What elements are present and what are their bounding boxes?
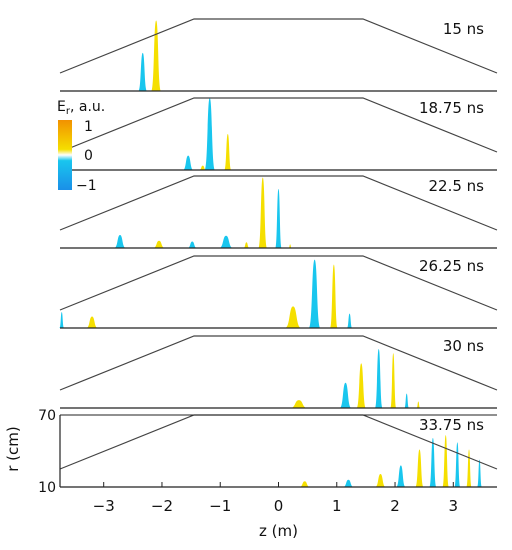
time-label: 18.75 ns <box>419 99 484 117</box>
field-lobe-positive <box>466 449 472 487</box>
field-lobe-positive <box>224 134 232 170</box>
field-lobe-positive <box>415 449 424 487</box>
field-lobe-negative <box>138 52 148 91</box>
field-lobe-negative <box>339 382 352 408</box>
waveguide-wall <box>59 335 498 391</box>
field-lobe-positive <box>288 244 292 248</box>
field-lobe-negative <box>454 442 461 487</box>
field-lobe-positive <box>199 165 207 170</box>
field-lobe-positive <box>153 240 165 248</box>
time-label: 26.25 ns <box>419 257 484 275</box>
x-tick-label: 0 <box>274 497 284 515</box>
y-axis-label: r (cm) <box>4 426 22 472</box>
field-lobe-positive <box>243 242 250 248</box>
colorbar-tick-max: 1 <box>84 119 93 135</box>
colorbar-tick-mid: 0 <box>84 148 93 164</box>
x-axis-label: z (m) <box>259 522 298 540</box>
axes: 10 70 r (cm) −3 −2 −1 0 1 2 3 z (m) <box>4 408 497 540</box>
panel-1: 15 ns <box>59 18 498 92</box>
x-tick-label: −2 <box>151 497 173 515</box>
x-tick-label: 3 <box>449 497 459 515</box>
y-tick-label: 70 <box>38 408 56 424</box>
field-lobe-negative <box>114 235 126 248</box>
panel-3: 22.5 ns <box>59 175 498 249</box>
field-lobe-positive <box>416 401 421 408</box>
time-label: 30 ns <box>443 337 484 355</box>
field-lobe-positive <box>442 435 449 487</box>
field-lobe-negative <box>182 155 194 170</box>
field-lobe-positive <box>375 474 386 487</box>
colorbar: Er, a.u. 1 0 −1 <box>57 99 105 194</box>
colorbar-gradient <box>58 120 72 190</box>
waveguide-wall <box>59 97 498 153</box>
field-lobe-negative <box>204 98 215 170</box>
field-lobe-positive <box>330 264 338 328</box>
waveguide-wall <box>59 255 498 311</box>
field-lobe-positive <box>290 400 308 408</box>
field-lobe-negative <box>477 459 482 487</box>
colorbar-title: Er, a.u. <box>57 99 105 117</box>
panel-5: 30 ns <box>59 335 498 409</box>
panel-4: 26.25 ns <box>59 255 498 329</box>
field-lobe-positive <box>356 363 366 408</box>
field-lobe-negative <box>187 241 197 248</box>
colorbar-tick-min: −1 <box>76 178 97 194</box>
field-lobe-positive <box>258 177 268 248</box>
waveguide-wall <box>59 18 498 74</box>
field-lobe-positive <box>390 353 397 408</box>
field-lobe-negative <box>396 465 406 487</box>
time-label: 33.75 ns <box>419 416 484 434</box>
field-lobe-negative <box>343 479 354 487</box>
x-tick-label: −1 <box>209 497 231 515</box>
waveguide-wall <box>59 175 498 231</box>
waveguide-panels: 15 ns 18.75 ns 22.5 ns 26.25 ns 30 ns 33.75 n… <box>59 18 498 488</box>
field-lobe-negative <box>308 259 321 328</box>
field-lobe-negative <box>404 393 410 408</box>
panel-6: 33.75 ns <box>59 414 498 488</box>
x-tick-label: −3 <box>93 497 115 515</box>
field-lobe-negative <box>346 313 353 328</box>
field-lobe-negative <box>374 348 383 408</box>
field-lobe-positive <box>299 481 310 487</box>
x-tick-label: 2 <box>390 497 400 515</box>
time-label: 15 ns <box>443 20 484 38</box>
field-lobe-negative <box>219 235 234 248</box>
y-tick-label: 10 <box>38 480 56 496</box>
panel-2: 18.75 ns <box>59 97 498 171</box>
field-lobe-negative <box>429 438 437 487</box>
field-lobe-positive <box>86 316 98 328</box>
field-lobe-positive <box>151 20 162 91</box>
field-lobe-negative <box>59 312 65 328</box>
x-tick-label: 1 <box>332 497 342 515</box>
field-lobe-positive <box>284 306 302 328</box>
time-label: 22.5 ns <box>429 177 485 195</box>
field-lobe-negative <box>275 188 282 248</box>
